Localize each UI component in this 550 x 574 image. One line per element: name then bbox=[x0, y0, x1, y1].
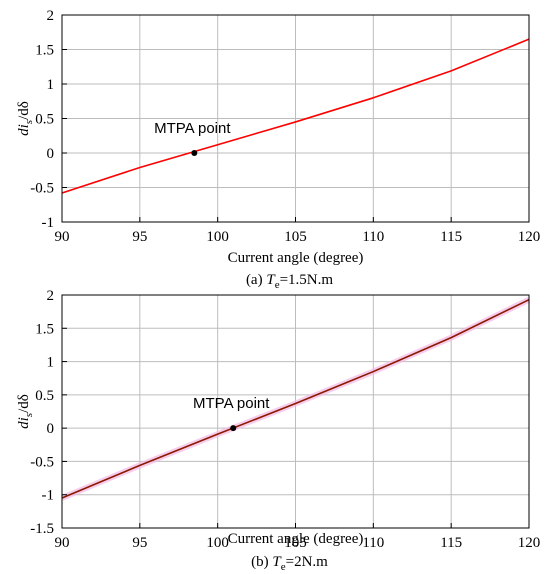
y-axis-label-part: di bbox=[16, 124, 32, 136]
y-tick-label: 0 bbox=[47, 146, 55, 162]
y-tick-label: -0.5 bbox=[30, 181, 54, 197]
caption-var: T bbox=[266, 272, 276, 288]
x-tick-label: 105 bbox=[284, 535, 307, 551]
caption-prefix: (b) bbox=[251, 554, 272, 570]
x-tick-label: 110 bbox=[362, 535, 384, 551]
y-axis-label: dis/dδ bbox=[16, 394, 35, 429]
mtpa-point-marker bbox=[191, 150, 198, 156]
x-tick-label: 115 bbox=[440, 229, 462, 245]
caption-prefix: (a) bbox=[246, 272, 266, 288]
y-axis-label-part: di bbox=[16, 417, 32, 429]
y-tick-label: 0 bbox=[47, 421, 55, 437]
y-tick-label: 1 bbox=[47, 355, 55, 371]
y-tick-label: -1 bbox=[42, 488, 55, 504]
mtpa-point-label: MTPA point bbox=[193, 395, 270, 412]
series-line bbox=[61, 38, 530, 194]
y-tick-label: 2 bbox=[47, 288, 55, 304]
caption-suffix: =1.5N.m bbox=[280, 272, 334, 288]
x-axis-label: Current angle (degree) bbox=[228, 531, 364, 547]
x-tick-label: 90 bbox=[55, 535, 70, 551]
x-tick-label: 95 bbox=[132, 229, 147, 245]
x-axis-label: Current angle (degree) bbox=[228, 250, 364, 266]
y-tick-label: -1.5 bbox=[30, 521, 54, 537]
chart-a: 90 95 100 105 110 115 120 -1 -0.5 0 0.5 1 1.5 2 MTPA p… bbox=[16, 8, 540, 291]
caption-subscript: e bbox=[275, 279, 280, 291]
x-tick-label: 95 bbox=[132, 535, 147, 551]
x-tick-label: 120 bbox=[518, 535, 541, 551]
chart-caption: (b) Te=2N.m bbox=[251, 554, 328, 573]
y-tick-label: 1.5 bbox=[35, 43, 54, 59]
y-tick-label: 1 bbox=[47, 77, 55, 93]
y-tick-label: 2 bbox=[47, 8, 55, 24]
chart-b: 90 95 100 105 110 115 120 -1.5 -1 -0.5 0 0.5 1 1.5 2 MT… bbox=[16, 288, 540, 573]
x-tick-label: 110 bbox=[362, 229, 384, 245]
x-tick-label: 100 bbox=[206, 229, 229, 245]
x-tick-label: 120 bbox=[518, 229, 541, 245]
caption-subscript: e bbox=[281, 561, 286, 573]
y-tick-label: -1 bbox=[42, 215, 55, 231]
y-axis-label-subscript: s bbox=[23, 413, 35, 417]
y-tick-label: 1.5 bbox=[35, 321, 54, 337]
x-tick-label: 105 bbox=[284, 229, 307, 245]
y-tick-label: -0.5 bbox=[30, 454, 54, 470]
y-tick-label: 0.5 bbox=[35, 388, 54, 404]
x-tick-label: 90 bbox=[55, 229, 70, 245]
mtpa-point-label: MTPA point bbox=[154, 120, 231, 137]
y-axis-label: dis/dδ bbox=[16, 101, 35, 136]
x-tick-label: 115 bbox=[440, 535, 462, 551]
y-axis-label-part: /dδ bbox=[16, 394, 32, 413]
x-tick-label: 100 bbox=[206, 535, 229, 551]
y-tick-label: 0.5 bbox=[35, 112, 54, 128]
chart-caption: (a) Te=1.5N.m bbox=[246, 272, 333, 291]
caption-var: T bbox=[272, 554, 282, 570]
y-axis-label-subscript: s bbox=[23, 120, 35, 124]
mtpa-point-marker bbox=[230, 425, 237, 432]
series-line bbox=[61, 298, 530, 499]
y-axis-label-part: /dδ bbox=[16, 101, 32, 120]
caption-suffix: =2N.m bbox=[286, 554, 329, 570]
